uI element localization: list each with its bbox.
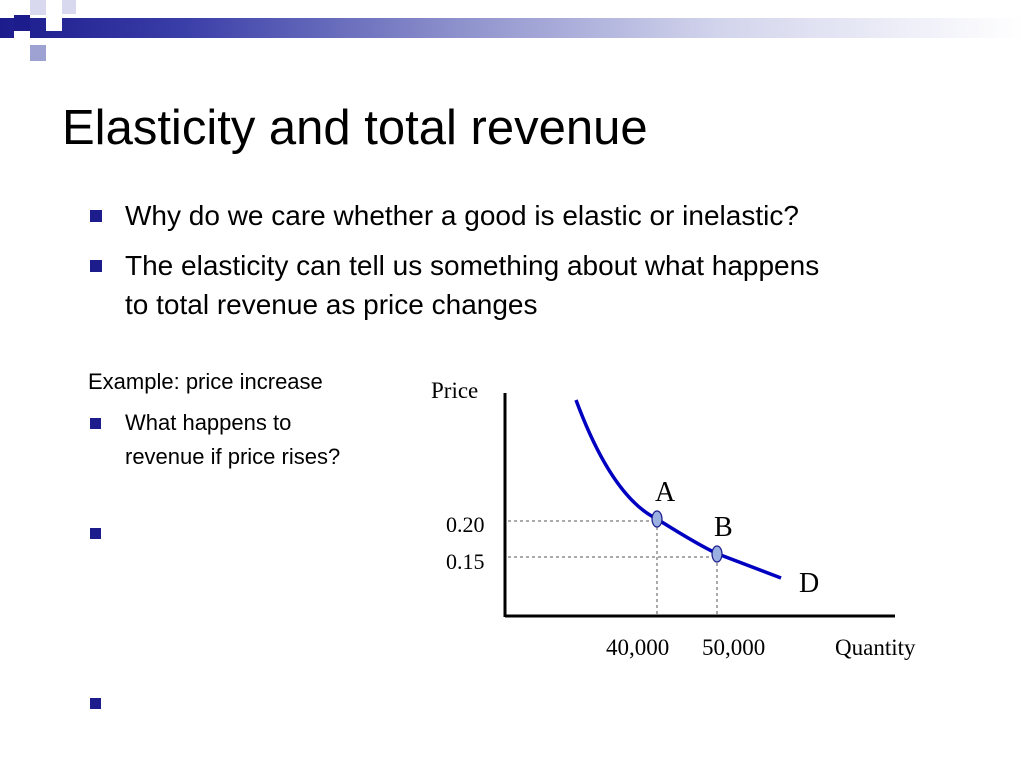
bullet-marker (90, 528, 101, 539)
sub-bullet-text: What happens to revenue if price rises? (125, 410, 341, 469)
point-a-label: A (655, 477, 676, 508)
example-label: Example: price increase (88, 369, 323, 394)
quantity-tick-a: 40,000 (606, 635, 669, 660)
sub-bullet-item (90, 528, 101, 539)
price-tick-b: 0.15 (446, 549, 485, 574)
point-a-marker (651, 510, 663, 528)
header-square (30, 45, 46, 61)
demand-label: D (799, 568, 819, 599)
header-band (0, 18, 1024, 38)
sub-bullet-item: What happens to revenue if price rises? (90, 406, 350, 474)
y-axis-label: Price (431, 378, 478, 403)
slide-title: Elasticity and total revenue (62, 101, 648, 155)
header-square (14, 31, 30, 47)
point-b-marker (711, 545, 723, 563)
header-square (30, 0, 46, 15)
demand-curve (574, 399, 782, 580)
bullet-item: The elasticity can tell us something abo… (90, 246, 850, 324)
header-square (0, 0, 12, 12)
bullet-marker (90, 210, 102, 222)
price-tick-a: 0.20 (446, 512, 485, 537)
x-axis-label: Quantity (835, 635, 916, 660)
header-square (62, 0, 76, 14)
bullet-text: Why do we care whether a good is elastic… (125, 200, 799, 231)
header-square (14, 15, 30, 31)
sub-bullet-item (90, 698, 101, 709)
quantity-tick-b: 50,000 (702, 635, 765, 660)
point-b-label: B (714, 512, 733, 543)
bullet-item: Why do we care whether a good is elastic… (90, 196, 990, 235)
bullet-marker (90, 260, 102, 272)
header-square (46, 15, 62, 31)
bullet-marker (90, 418, 101, 429)
bullet-marker (90, 698, 101, 709)
bullet-text: The elasticity can tell us something abo… (125, 250, 820, 320)
